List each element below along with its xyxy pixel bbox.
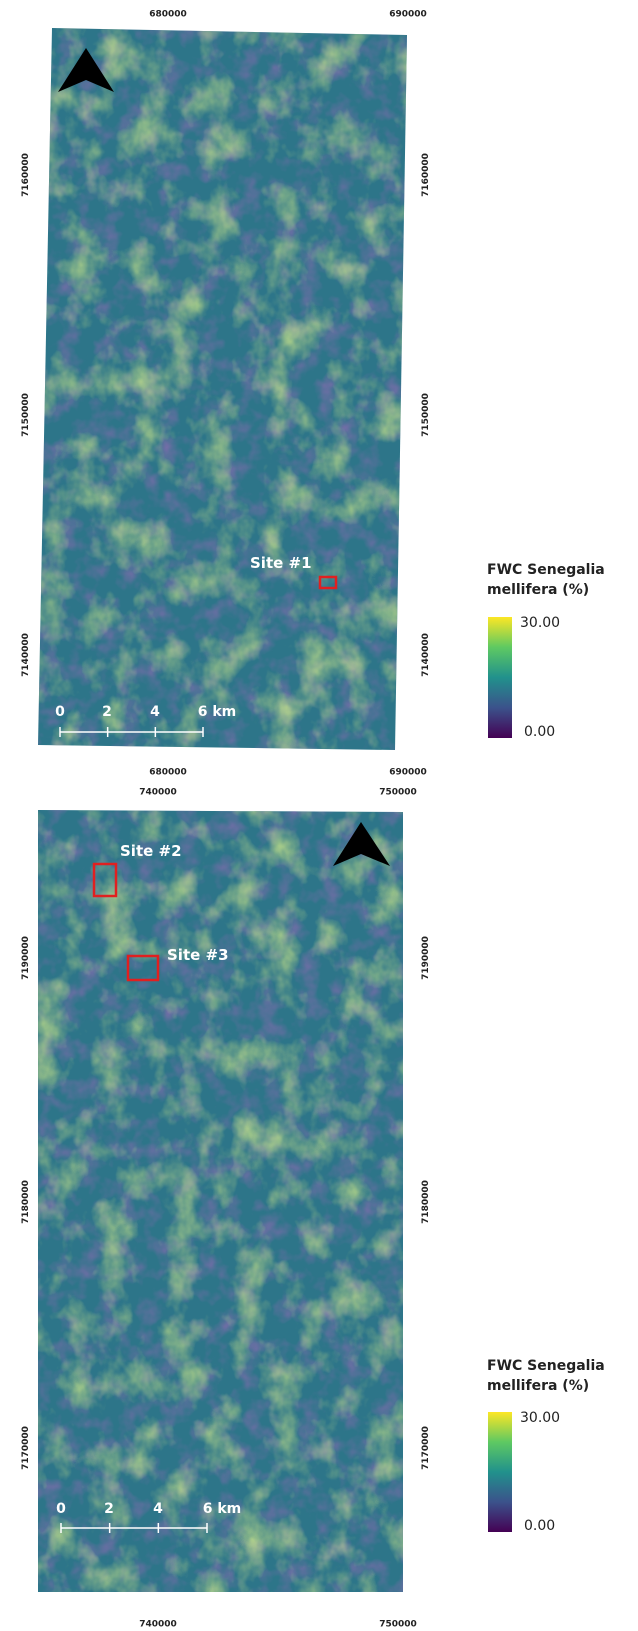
y-label-left: 7170000 <box>21 1426 31 1470</box>
scale-label: 0 <box>55 704 65 720</box>
site-box <box>318 575 338 590</box>
legend-min: 0.00 <box>524 724 555 740</box>
x-label-bottom: 690000 <box>389 768 427 778</box>
y-label-right: 7170000 <box>421 1426 431 1470</box>
map-texture <box>38 28 407 750</box>
scale-label: 4 <box>153 1501 163 1517</box>
legend-title: FWC Senegalia <box>487 562 605 578</box>
north-arrow <box>333 822 390 866</box>
y-label-right: 7160000 <box>421 153 431 197</box>
scale-label: 2 <box>104 1501 114 1517</box>
legend-title: mellifera (%) <box>487 582 589 598</box>
maps: 680000 680000 690000 690000 7160000 7160000 71… <box>21 10 605 1630</box>
legend-min: 0.00 <box>524 1518 555 1534</box>
y-label-right: 7190000 <box>421 936 431 980</box>
x-label-top: 690000 <box>389 10 427 20</box>
y-label-left: 7190000 <box>21 936 31 980</box>
x-label-bottom: 680000 <box>149 768 187 778</box>
scale-label: 2 <box>102 704 112 720</box>
map-panel: 680000 680000 690000 690000 7160000 7160000 71… <box>21 10 605 778</box>
y-label-right: 7150000 <box>421 393 431 437</box>
scale-label: 4 <box>150 704 160 720</box>
scale-label: 0 <box>56 1501 66 1517</box>
legend-title: mellifera (%) <box>487 1378 589 1394</box>
y-label-right: 7140000 <box>421 633 431 677</box>
y-label-left: 7140000 <box>21 633 31 677</box>
site-label: Site #3 <box>167 946 229 964</box>
site-label: Site #2 <box>120 842 182 860</box>
site-box <box>126 954 160 982</box>
x-label-bottom: 750000 <box>379 1620 417 1630</box>
legend-max: 30.00 <box>520 1410 560 1426</box>
scale-label: 6 km <box>198 704 237 720</box>
x-label-top: 740000 <box>139 788 177 798</box>
scale-label: 6 km <box>203 1501 242 1517</box>
x-label-bottom: 740000 <box>139 1620 177 1630</box>
x-label-top: 750000 <box>379 788 417 798</box>
map-panel: 740000 740000 750000 750000 7190000 7190000 71… <box>21 788 605 1630</box>
legend-max: 30.00 <box>520 615 560 631</box>
y-label-left: 7150000 <box>21 393 31 437</box>
site-label: Site #1 <box>250 554 312 572</box>
x-label-top: 680000 <box>149 10 187 20</box>
y-label-right: 7180000 <box>421 1180 431 1224</box>
north-arrow <box>58 48 114 92</box>
y-label-left: 7180000 <box>21 1180 31 1224</box>
y-label-left: 7160000 <box>21 153 31 197</box>
colorbar <box>488 617 512 738</box>
site-box <box>92 862 118 898</box>
colorbar <box>488 1412 512 1532</box>
map-texture <box>38 810 403 1592</box>
legend-title: FWC Senegalia <box>487 1358 605 1374</box>
